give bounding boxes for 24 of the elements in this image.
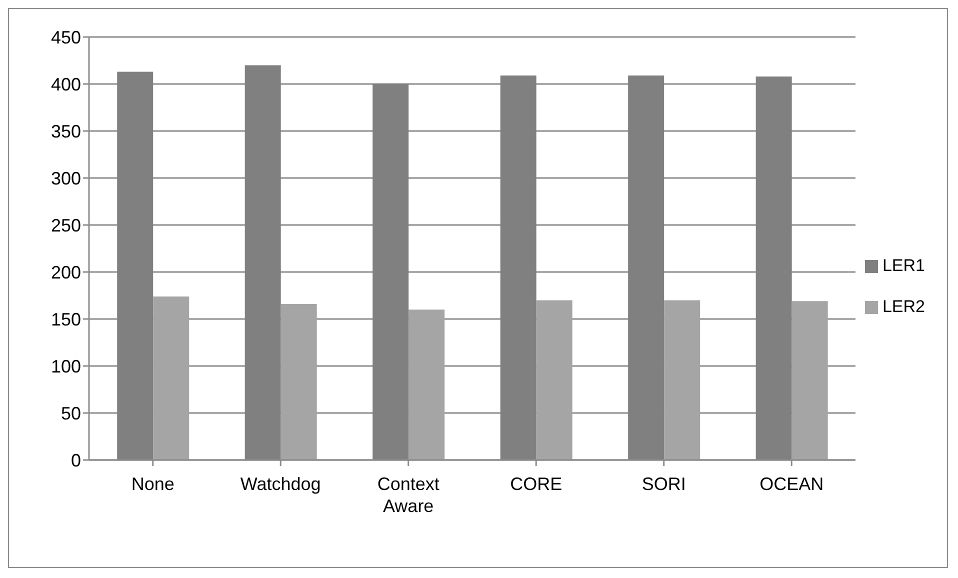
bar xyxy=(280,304,317,460)
x-tick-label: CORE xyxy=(510,474,562,494)
y-tick-label: 400 xyxy=(50,74,81,94)
y-tick-label: 450 xyxy=(50,27,81,48)
y-tick-label: 350 xyxy=(50,121,81,142)
bar xyxy=(664,300,700,460)
y-tick-label: 250 xyxy=(50,215,81,236)
y-tick-label: 300 xyxy=(50,168,81,188)
bar xyxy=(408,310,445,460)
legend-label: LER2 xyxy=(882,297,925,316)
bar xyxy=(153,296,190,460)
x-tick-label: Context Aware xyxy=(377,474,440,516)
y-tick-label: 0 xyxy=(70,450,81,470)
x-tick-label: SORI xyxy=(642,474,686,494)
y-tick-label: 200 xyxy=(50,262,81,282)
x-tick-label: None xyxy=(131,474,174,494)
y-tick-label: 50 xyxy=(60,403,81,424)
bar xyxy=(792,301,828,460)
x-tick-label: OCEAN xyxy=(760,474,824,494)
y-tick-label: 100 xyxy=(50,356,81,376)
x-tick-label: Watchdog xyxy=(240,474,321,494)
legend-label: LER1 xyxy=(882,256,925,276)
bar xyxy=(536,300,572,460)
y-tick-label: 150 xyxy=(50,309,81,330)
